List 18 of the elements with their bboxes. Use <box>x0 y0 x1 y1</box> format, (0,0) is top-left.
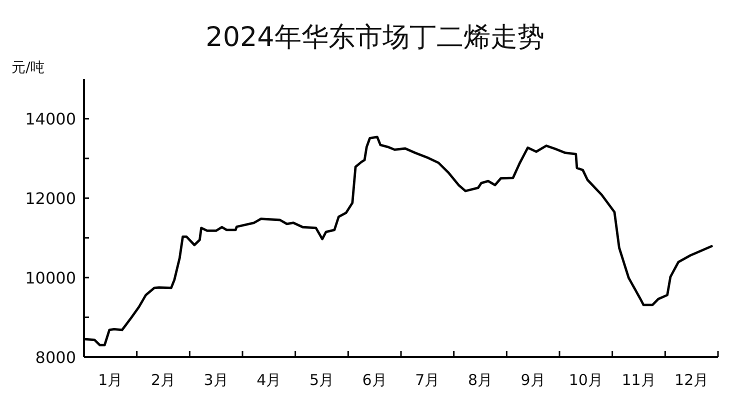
x-tick-label: 6月 <box>362 371 387 389</box>
x-tick-label: 10月 <box>568 371 603 389</box>
x-tick-label: 2月 <box>150 371 176 389</box>
x-tick-label: 12月 <box>674 371 709 389</box>
x-tick-label: 8月 <box>468 371 493 389</box>
y-tick-label: 12000 <box>25 189 76 208</box>
y-tick-label: 10000 <box>25 268 76 288</box>
x-tick-label: 11月 <box>622 371 656 389</box>
chart-title: 2024年华东市场丁二烯走势 <box>206 22 544 53</box>
x-tick-label: 1月 <box>98 371 123 389</box>
y-tick-label: 8000 <box>35 348 76 367</box>
x-tick-label: 7月 <box>415 371 440 389</box>
x-tick-label: 9月 <box>520 371 546 389</box>
y-tick-label: 14000 <box>25 110 76 129</box>
y-axis-title: 元/吨 <box>12 60 44 76</box>
x-tick-label: 3月 <box>204 371 228 389</box>
x-tick-label: 4月 <box>256 371 282 389</box>
x-tick-label: 5月 <box>309 371 334 389</box>
